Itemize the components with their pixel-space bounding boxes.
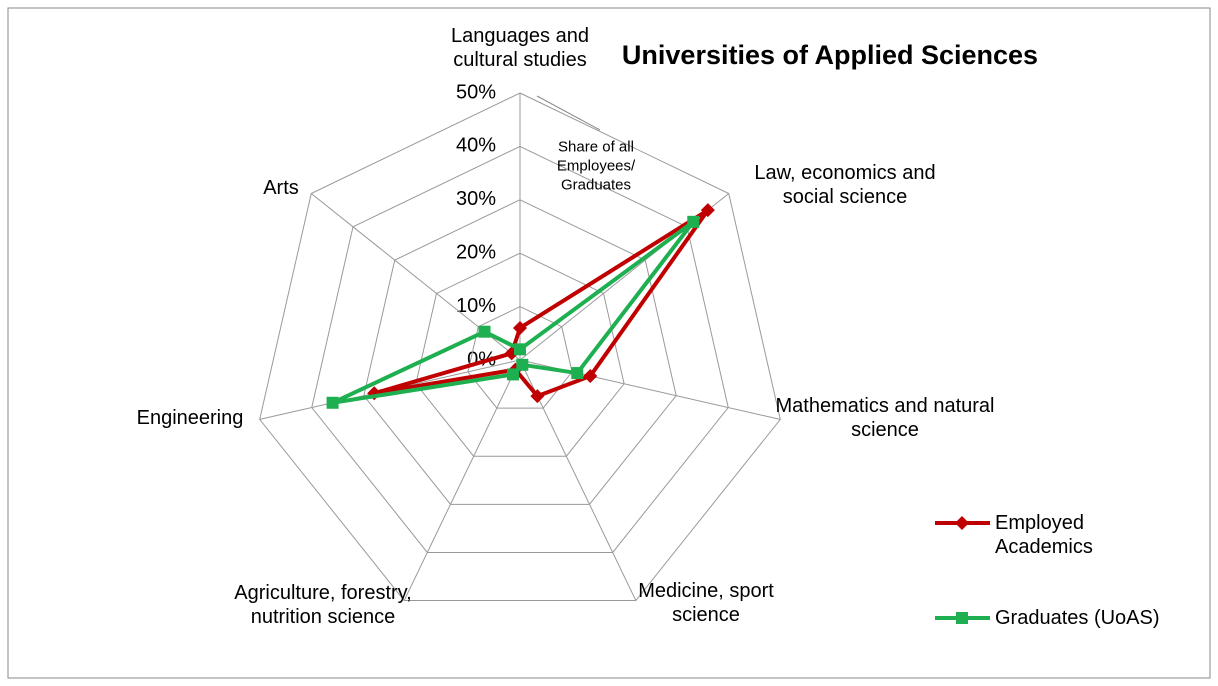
marker: [326, 396, 339, 409]
category-label: Medicine, sport science: [638, 580, 774, 626]
marker: [507, 368, 520, 381]
category-label: Law, economics and social science: [754, 162, 936, 208]
tick-label: 30%: [456, 188, 496, 210]
chart-title: Universities of Applied Sciences: [622, 40, 1038, 70]
marker: [514, 343, 526, 356]
marker: [571, 367, 584, 380]
legend-marker: [955, 516, 969, 530]
category-label: Languages and cultural studies: [451, 25, 589, 71]
marker: [513, 320, 527, 335]
category-label: Agriculture, forestry, nutrition science: [234, 582, 412, 628]
category-label: Arts: [263, 177, 299, 199]
annotation: Share of all Employees/ Graduates: [556, 138, 636, 194]
tick-label: 10%: [456, 295, 496, 317]
tick-label: 40%: [456, 135, 496, 157]
marker: [530, 389, 545, 404]
grid-ring: [311, 145, 729, 553]
marker: [478, 325, 491, 338]
grid-ring: [363, 199, 677, 505]
series-line: [372, 208, 710, 399]
legend-label: Employed Academics: [995, 512, 1093, 558]
marker: [516, 358, 529, 371]
grid-ring: [259, 92, 781, 602]
tick-label: 20%: [456, 241, 496, 263]
axis-spoke: [403, 359, 521, 601]
category-label: Engineering: [136, 407, 244, 429]
annotation-line: [536, 95, 601, 131]
legend-marker: [956, 612, 968, 624]
category-label: Mathematics and natural science: [775, 395, 995, 441]
marker: [700, 203, 715, 218]
grid-ring: [415, 252, 625, 457]
marker: [583, 369, 598, 384]
legend-label: Graduates (UoAS): [995, 607, 1160, 629]
chart-border: [7, 7, 1211, 679]
tick-label: 50%: [456, 81, 496, 103]
marker: [687, 215, 700, 228]
